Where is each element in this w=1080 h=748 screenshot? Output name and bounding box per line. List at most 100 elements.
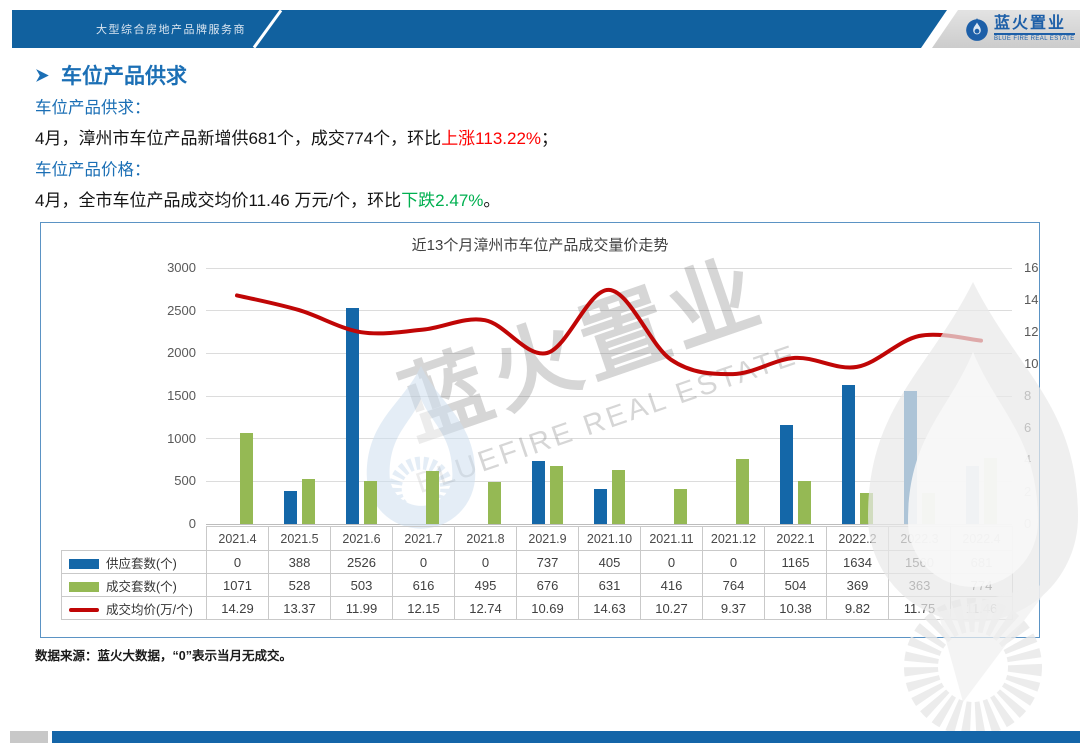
value-cell: 1165 bbox=[764, 550, 827, 574]
value-cell: 528 bbox=[268, 573, 331, 597]
x-axis-label: 2021.6 bbox=[330, 526, 393, 551]
price-text: 4月，全市车位产品成交均价11.46 万元/个，环比 bbox=[35, 191, 402, 210]
supply-text: 4月，漳州市车位产品新增供681个，成交774个，环比 bbox=[35, 129, 442, 148]
bar-legend-swatch-icon bbox=[69, 559, 99, 570]
value-cell: 0 bbox=[702, 550, 765, 574]
right-axis-tick: 0 bbox=[1024, 516, 1032, 531]
table-row: 成交套数(个) 1071 528 503 616 495 676 631 416 764 504 36… bbox=[61, 573, 1013, 597]
value-cell: 737 bbox=[516, 550, 579, 574]
x-axis-label: 2022.3 bbox=[888, 526, 951, 551]
value-cell: 369 bbox=[826, 573, 889, 597]
page-title: 车位产品供求 bbox=[35, 60, 187, 90]
data-source-note: 数据来源：蓝火大数据，“0”表示当月无成交。 bbox=[35, 649, 292, 663]
value-cell: 405 bbox=[578, 550, 641, 574]
footer-blue-bar bbox=[52, 731, 1080, 743]
supply-bar bbox=[531, 461, 545, 524]
gridline bbox=[206, 310, 1012, 312]
supply-bar bbox=[779, 424, 793, 524]
table-corner-cell bbox=[61, 526, 207, 551]
gridline bbox=[206, 523, 1012, 525]
value-cell: 13.37 bbox=[268, 596, 331, 620]
company-logo: 蓝火置业 BLUE FIRE REAL ESTATE bbox=[932, 10, 1080, 48]
right-axis-tick: 10 bbox=[1024, 356, 1039, 371]
x-axis-labels-row: 2021.4 2021.5 2021.6 2021.7 2021.8 2021.9 2021… bbox=[61, 526, 1013, 551]
value-cell: 363 bbox=[888, 573, 951, 597]
value-cell: 495 bbox=[454, 573, 517, 597]
x-axis-label: 2021.7 bbox=[392, 526, 455, 551]
legend-cell: 成交套数(个) bbox=[61, 573, 207, 597]
price-change-highlight: 下跌2.47% bbox=[401, 191, 484, 210]
header-slash-decoration bbox=[253, 10, 282, 49]
value-cell: 0 bbox=[640, 550, 703, 574]
gridline bbox=[206, 267, 1012, 269]
deals-bar bbox=[673, 488, 687, 524]
x-axis-label: 2021.10 bbox=[578, 526, 641, 551]
value-cell: 14.29 bbox=[206, 596, 269, 620]
value-cell: 10.27 bbox=[640, 596, 703, 620]
left-axis-tick: 0 bbox=[188, 516, 196, 531]
left-axis-tick: 500 bbox=[174, 473, 196, 489]
value-cell: 9.37 bbox=[702, 596, 765, 620]
value-cell: 12.15 bbox=[392, 596, 455, 620]
value-cell: 12.74 bbox=[454, 596, 517, 620]
gridline bbox=[206, 438, 1012, 440]
series-name: 成交套数(个) bbox=[106, 579, 177, 594]
supply-bar bbox=[345, 308, 359, 524]
value-cell: 9.82 bbox=[826, 596, 889, 620]
right-axis-tick: 14 bbox=[1024, 292, 1039, 307]
value-cell: 676 bbox=[516, 573, 579, 597]
price-text-suffix: 。 bbox=[483, 191, 501, 210]
footer-gray-bar bbox=[10, 731, 48, 743]
x-axis-label: 2022.2 bbox=[826, 526, 889, 551]
series-name: 成交均价(万/个) bbox=[106, 602, 193, 617]
arrow-bullet-icon bbox=[36, 68, 49, 82]
x-axis-label: 2021.5 bbox=[268, 526, 331, 551]
left-axis-tick: 3000 bbox=[167, 260, 196, 275]
left-axis-tick: 1000 bbox=[167, 430, 196, 446]
supply-bar bbox=[283, 490, 297, 524]
value-cell: 10.38 bbox=[764, 596, 827, 620]
table-row: 成交均价(万/个) 14.29 13.37 11.99 12.15 12.74 10.69 1… bbox=[61, 596, 1013, 620]
header-bar: 大型综合房地产品牌服务商 bbox=[12, 10, 947, 48]
value-cell: 416 bbox=[640, 573, 703, 597]
logo-chinese-name: 蓝火置业 bbox=[994, 16, 1075, 35]
deals-bar bbox=[549, 466, 563, 524]
value-cell: 388 bbox=[268, 550, 331, 574]
value-cell: 0 bbox=[392, 550, 455, 574]
avg-price-line bbox=[235, 287, 983, 377]
chart-title: 近13个月漳州市车位产品成交量价走势 bbox=[411, 237, 669, 254]
x-axis-label: 2021.9 bbox=[516, 526, 579, 551]
flame-logo-icon bbox=[966, 18, 988, 41]
deals-bar bbox=[797, 480, 811, 524]
value-cell: 504 bbox=[764, 573, 827, 597]
deals-bar bbox=[239, 432, 253, 524]
value-cell: 503 bbox=[330, 573, 393, 597]
logo-english-name: BLUE FIRE REAL ESTATE bbox=[994, 36, 1075, 42]
right-axis-tick: 16 bbox=[1024, 260, 1039, 275]
gridline bbox=[206, 352, 1012, 354]
value-cell: 10.69 bbox=[516, 596, 579, 620]
deals-bar bbox=[735, 458, 749, 524]
x-axis-label: 2022.4 bbox=[950, 526, 1013, 551]
price-summary-line: 4月，全市车位产品成交均价11.46 万元/个，环比下跌2.47%。 bbox=[35, 186, 500, 211]
value-cell: 681 bbox=[950, 550, 1013, 574]
x-axis-label: 2021.4 bbox=[206, 526, 269, 551]
value-cell: 11.99 bbox=[330, 596, 393, 620]
legend-cell: 成交均价(万/个) bbox=[61, 596, 207, 620]
value-cell: 11.75 bbox=[888, 596, 951, 620]
value-cell: 14.63 bbox=[578, 596, 641, 620]
value-cell: 764 bbox=[702, 573, 765, 597]
x-axis-label: 2021.12 bbox=[702, 526, 765, 551]
series-name: 供应套数(个) bbox=[106, 556, 177, 571]
value-cell: 1634 bbox=[826, 550, 889, 574]
supply-bar bbox=[841, 384, 855, 524]
right-axis-tick: 12 bbox=[1024, 324, 1039, 339]
x-axis-label: 2022.1 bbox=[764, 526, 827, 551]
x-axis-label: 2021.11 bbox=[640, 526, 703, 551]
value-cell: 0 bbox=[454, 550, 517, 574]
left-axis-tick: 1500 bbox=[167, 388, 196, 403]
gridline bbox=[206, 480, 1012, 482]
header-slogan: 大型综合房地产品牌服务商 bbox=[96, 24, 246, 36]
chart-values-table: 2021.4 2021.5 2021.6 2021.7 2021.8 2021.9 2021… bbox=[61, 526, 1013, 620]
